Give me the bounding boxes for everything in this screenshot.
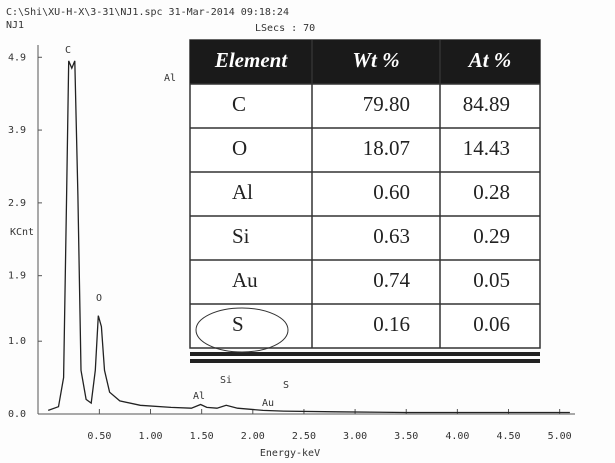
y-axis-label: KCnt bbox=[10, 227, 34, 238]
y-tick-label: 1.9 bbox=[8, 271, 26, 282]
y-tick-label: 3.9 bbox=[8, 125, 26, 136]
x-tick-label: 2.50 bbox=[292, 431, 316, 442]
highlight-circle bbox=[195, 307, 289, 353]
x-tick-label: 3.00 bbox=[343, 431, 367, 442]
table-header-cell: Element bbox=[214, 48, 288, 72]
table-cell: C bbox=[232, 92, 246, 116]
table-cell: 79.80 bbox=[363, 92, 410, 116]
x-tick-label: 2.00 bbox=[241, 431, 265, 442]
spectrum-line bbox=[47, 60, 570, 414]
table-cell: 0.16 bbox=[373, 312, 410, 336]
table-rule bbox=[190, 359, 540, 363]
table-cell: O bbox=[232, 136, 247, 160]
x-tick-label: 4.50 bbox=[496, 431, 520, 442]
y-tick-label: 1.0 bbox=[8, 336, 26, 347]
peak-label: Al bbox=[193, 391, 205, 402]
table-cell: Si bbox=[232, 224, 250, 248]
x-tick-label: 3.50 bbox=[394, 431, 418, 442]
table-cell: 0.60 bbox=[373, 180, 410, 204]
x-tick-label: 1.00 bbox=[138, 431, 162, 442]
x-tick-label: 5.00 bbox=[548, 431, 572, 442]
table-background bbox=[189, 39, 541, 349]
table-header-cell: At % bbox=[467, 48, 512, 72]
table-header-cell: Wt % bbox=[352, 48, 399, 72]
table-cell: Al bbox=[232, 180, 253, 204]
table-header bbox=[190, 40, 540, 84]
table-cell: 0.28 bbox=[473, 180, 510, 204]
table-cell: 0.74 bbox=[373, 268, 410, 292]
x-axis-label: Energy-keV bbox=[260, 448, 320, 459]
table-cell: S bbox=[232, 312, 244, 336]
table-rule bbox=[190, 352, 540, 356]
live-time: LSecs : 70 bbox=[255, 23, 315, 34]
x-tick-label: 0.50 bbox=[87, 431, 111, 442]
chart-subtitle: NJ1 bbox=[6, 20, 24, 31]
table-cell: 18.07 bbox=[363, 136, 410, 160]
table-cell: 84.89 bbox=[463, 92, 510, 116]
table-cell: 0.05 bbox=[473, 268, 510, 292]
y-tick-label: 4.9 bbox=[8, 52, 26, 63]
peak-label: O bbox=[96, 293, 102, 304]
table-cell: 0.29 bbox=[473, 224, 510, 248]
peak-label: C bbox=[65, 45, 71, 56]
table-cell: 14.43 bbox=[463, 136, 510, 160]
y-tick-label: 2.9 bbox=[8, 198, 26, 209]
y-tick-label: 0.0 bbox=[8, 409, 26, 420]
chart-title: C:\Shi\XU-H-X\3-31\NJ1.spc 31-Mar-2014 0… bbox=[6, 7, 289, 18]
x-tick-label: 1.50 bbox=[190, 431, 214, 442]
peak-label: Au bbox=[262, 398, 274, 409]
table-cell: 0.63 bbox=[373, 224, 410, 248]
table-cell: Au bbox=[232, 268, 258, 292]
x-tick-label: 4.00 bbox=[445, 431, 469, 442]
peak-label: Al bbox=[164, 73, 176, 84]
table-cell: 0.06 bbox=[473, 312, 510, 336]
peak-label: S bbox=[283, 380, 289, 391]
peak-label: Si bbox=[220, 375, 232, 386]
